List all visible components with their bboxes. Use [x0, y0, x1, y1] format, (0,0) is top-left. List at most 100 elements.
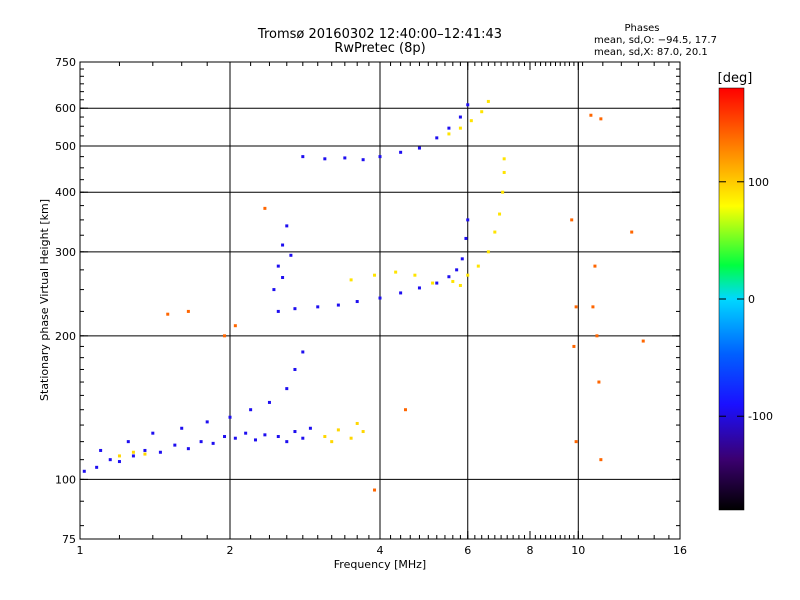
- chart-title-line-2: RwPretec (8p): [334, 41, 425, 56]
- colorbar-ticks: 100 0 -100: [719, 176, 773, 423]
- data-point: [336, 303, 340, 307]
- data-point: [186, 447, 190, 451]
- x-tick-label: 10: [571, 544, 585, 557]
- stats-title: Phases: [624, 23, 659, 34]
- data-point: [126, 440, 130, 444]
- data-point: [316, 305, 320, 309]
- data-point: [244, 431, 248, 435]
- data-point: [131, 454, 135, 458]
- data-point: [308, 426, 312, 430]
- data-point: [572, 344, 576, 348]
- data-point: [464, 236, 468, 240]
- data-point: [447, 275, 451, 279]
- data-point: [486, 250, 490, 254]
- colorbar-unit-label: [deg]: [718, 71, 753, 86]
- data-point: [151, 431, 155, 435]
- data-point: [435, 281, 439, 285]
- x-tick-label: 2: [227, 544, 234, 557]
- y-axis-label: Stationary phase Virtual Height [km]: [38, 199, 51, 401]
- data-point: [378, 155, 382, 159]
- data-point: [502, 157, 506, 161]
- data-point: [599, 117, 603, 121]
- data-point: [466, 273, 470, 277]
- data-point: [595, 334, 599, 338]
- data-point: [285, 224, 289, 228]
- data-point: [403, 408, 407, 412]
- data-point: [349, 436, 353, 440]
- data-point: [435, 136, 439, 140]
- data-point: [361, 430, 365, 434]
- data-point: [205, 420, 209, 424]
- data-point: [180, 426, 184, 430]
- data-point: [289, 253, 293, 257]
- data-point: [343, 156, 347, 160]
- data-point: [263, 206, 267, 210]
- data-point: [323, 157, 327, 161]
- data-point: [378, 296, 382, 300]
- axis-ticks: 1 2 4 6 8 10 16 75 100 200 300 400 500 600 750: [55, 56, 687, 557]
- data-point: [253, 438, 257, 442]
- data-point: [293, 307, 297, 311]
- data-point: [574, 440, 578, 444]
- x-tick-label: 16: [673, 544, 687, 557]
- data-point: [223, 435, 227, 439]
- data-point: [249, 408, 253, 412]
- y-tick-label: 600: [55, 102, 76, 115]
- y-tick-label: 75: [62, 533, 76, 546]
- data-point: [574, 305, 578, 309]
- colorbar-tick-label: -100: [748, 410, 773, 423]
- data-point: [166, 312, 170, 316]
- data-point: [336, 428, 340, 432]
- data-point: [276, 264, 280, 268]
- data-point: [591, 305, 595, 309]
- data-point: [285, 387, 289, 391]
- data-point: [301, 350, 305, 354]
- data-point: [417, 286, 421, 290]
- data-point: [199, 440, 203, 444]
- data-point: [589, 113, 593, 117]
- stats-o-mode: mean, sd,O: −94.5, 17.7: [594, 35, 717, 46]
- data-point: [228, 415, 232, 419]
- y-tick-label: 750: [55, 56, 76, 69]
- data-point: [476, 264, 480, 268]
- data-point: [186, 309, 190, 313]
- data-point: [466, 218, 470, 222]
- data-point: [143, 448, 147, 452]
- data-point: [460, 257, 464, 261]
- data-point: [233, 436, 237, 440]
- data-point: [117, 454, 121, 458]
- x-tick-label: 4: [377, 544, 384, 557]
- y-tick-label: 500: [55, 140, 76, 153]
- data-point: [323, 435, 327, 439]
- data-point: [361, 158, 365, 162]
- data-point: [355, 300, 359, 304]
- x-tick-label: 6: [464, 544, 471, 557]
- colorbar-tick-label: 100: [748, 176, 769, 189]
- data-point: [493, 230, 497, 234]
- data-point: [285, 440, 289, 444]
- data-point: [498, 212, 502, 216]
- data-point: [641, 339, 645, 343]
- data-point: [293, 430, 297, 434]
- y-tick-label: 200: [55, 330, 76, 343]
- data-points: [82, 99, 645, 492]
- data-point: [373, 488, 377, 492]
- y-tick-label: 100: [55, 473, 76, 486]
- data-point: [501, 190, 505, 194]
- colorbar-tick-label: 0: [748, 293, 755, 306]
- data-point: [281, 276, 285, 280]
- data-point: [223, 334, 227, 338]
- data-point: [466, 103, 470, 107]
- data-point: [108, 458, 112, 462]
- data-point: [630, 230, 634, 234]
- data-point: [276, 309, 280, 313]
- data-point: [458, 115, 462, 119]
- data-point: [399, 150, 403, 154]
- data-point: [502, 170, 506, 174]
- data-point: [599, 458, 603, 462]
- data-point: [355, 421, 359, 425]
- data-point: [330, 440, 334, 444]
- data-point: [469, 119, 473, 123]
- data-point: [267, 400, 271, 404]
- grid-lines: [80, 62, 680, 539]
